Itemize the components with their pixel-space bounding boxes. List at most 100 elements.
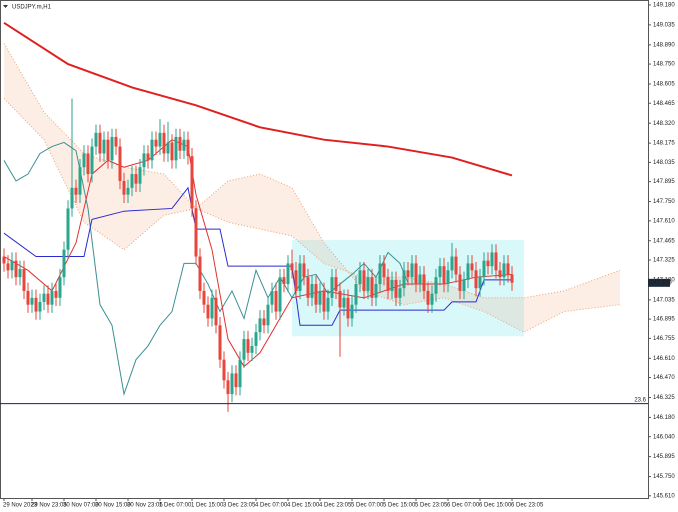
candle-body <box>278 277 282 312</box>
x-tick-label: 1 Dec 15:00 <box>191 503 224 509</box>
candle-body <box>254 332 258 346</box>
candle-body <box>314 284 318 305</box>
candle-body <box>338 290 342 308</box>
candle-body <box>494 252 498 271</box>
candle-body <box>150 139 154 161</box>
candle-body <box>430 293 434 305</box>
y-tick-label: 147.035 <box>653 297 675 303</box>
x-tick-label: 30 Nov 15:00 <box>95 503 131 509</box>
candle-body <box>250 345 254 353</box>
candle-body <box>322 290 326 312</box>
candle-body <box>490 252 494 267</box>
candle-body <box>270 290 274 305</box>
candle-body <box>470 263 474 271</box>
candle-body <box>26 290 30 305</box>
candle-body <box>130 174 134 188</box>
candle-body <box>454 256 458 275</box>
candle-body <box>230 373 234 395</box>
candle-body <box>214 297 218 326</box>
plot-layer <box>2 21 621 412</box>
candle-body <box>82 153 86 168</box>
candle-body <box>310 284 314 298</box>
y-tick-label: 147.610 <box>653 218 675 224</box>
candle-body <box>510 274 514 283</box>
candle-body <box>158 132 162 147</box>
candle-body <box>210 297 214 319</box>
cloud-span <box>3 43 621 299</box>
candle-body <box>398 288 402 298</box>
y-tick-label: 145.610 <box>653 493 675 499</box>
x-tick-label: 6 Dec 07:00 <box>447 503 480 509</box>
y-tick-label: 148.035 <box>653 160 675 166</box>
candle-body <box>126 187 130 195</box>
candle-body <box>370 277 374 298</box>
candle-body <box>110 136 114 161</box>
candle-body <box>302 263 306 278</box>
candle-body <box>166 142 170 154</box>
candle-body <box>234 373 238 388</box>
x-tick-label: 1 Dec 07:00 <box>159 503 192 509</box>
indicator-line <box>3 186 512 326</box>
candle-body <box>238 359 242 388</box>
y-tick-label: 149.180 <box>653 3 675 9</box>
candle-body <box>258 318 262 333</box>
y-tick-label: 148.465 <box>653 101 675 107</box>
candle-body <box>274 290 278 312</box>
y-tick-label: 147.895 <box>653 179 675 185</box>
candle-body <box>114 136 118 147</box>
candle-body <box>266 304 270 326</box>
candle-body <box>282 277 286 285</box>
candle-body <box>178 136 182 151</box>
candle-body <box>326 297 330 312</box>
y-tick-label: 148.890 <box>653 42 675 48</box>
candle-body <box>66 208 70 250</box>
candle-body <box>118 146 122 181</box>
candle-body <box>154 139 158 147</box>
candle-body <box>50 290 54 305</box>
candle-body <box>334 277 338 291</box>
candle-body <box>46 293 50 305</box>
candle-body <box>14 260 18 278</box>
candle-body <box>86 153 90 175</box>
candle-body <box>382 263 386 278</box>
candle-body <box>394 279 398 298</box>
y-tick-label: 148.605 <box>653 82 675 88</box>
candle-body <box>414 263 418 285</box>
candle-body <box>458 274 462 291</box>
candle-body <box>374 284 378 298</box>
candle-body <box>434 277 438 294</box>
y-tick-label: 149.035 <box>653 22 675 28</box>
candle-body <box>226 380 230 395</box>
candle-body <box>246 339 250 353</box>
candle-body <box>190 156 194 209</box>
candle-body <box>70 187 74 209</box>
candle-body <box>174 136 178 161</box>
candle-body <box>294 270 298 291</box>
price-tag-label: 147.159 <box>650 280 672 286</box>
candle-body <box>206 304 210 319</box>
candle-body <box>218 325 222 360</box>
candle-body <box>90 146 94 175</box>
x-tick-label: 4 Dec 15:00 <box>287 503 320 509</box>
x-tick-label: 5 Dec 15:00 <box>383 503 416 509</box>
candle-body <box>138 167 142 184</box>
candle-body <box>362 270 366 291</box>
y-tick-label: 148.175 <box>653 141 675 147</box>
candle-body <box>6 263 10 271</box>
candle-body <box>146 153 150 161</box>
candle-body <box>18 268 22 278</box>
candle-body <box>170 142 174 161</box>
y-tick-label: 146.610 <box>653 356 675 362</box>
candle-body <box>478 277 482 289</box>
candle-body <box>290 263 294 271</box>
x-tick-label: 4 Dec 07:00 <box>255 503 288 509</box>
candle-body <box>486 260 490 267</box>
candle-body <box>450 256 454 271</box>
candle-body <box>422 274 426 291</box>
candle-body <box>182 139 186 151</box>
candle-body <box>34 297 38 312</box>
y-tick-label: 147.325 <box>653 258 675 264</box>
candle-body <box>30 297 34 305</box>
chart-title: USDJPY.m,H1 <box>12 5 52 11</box>
